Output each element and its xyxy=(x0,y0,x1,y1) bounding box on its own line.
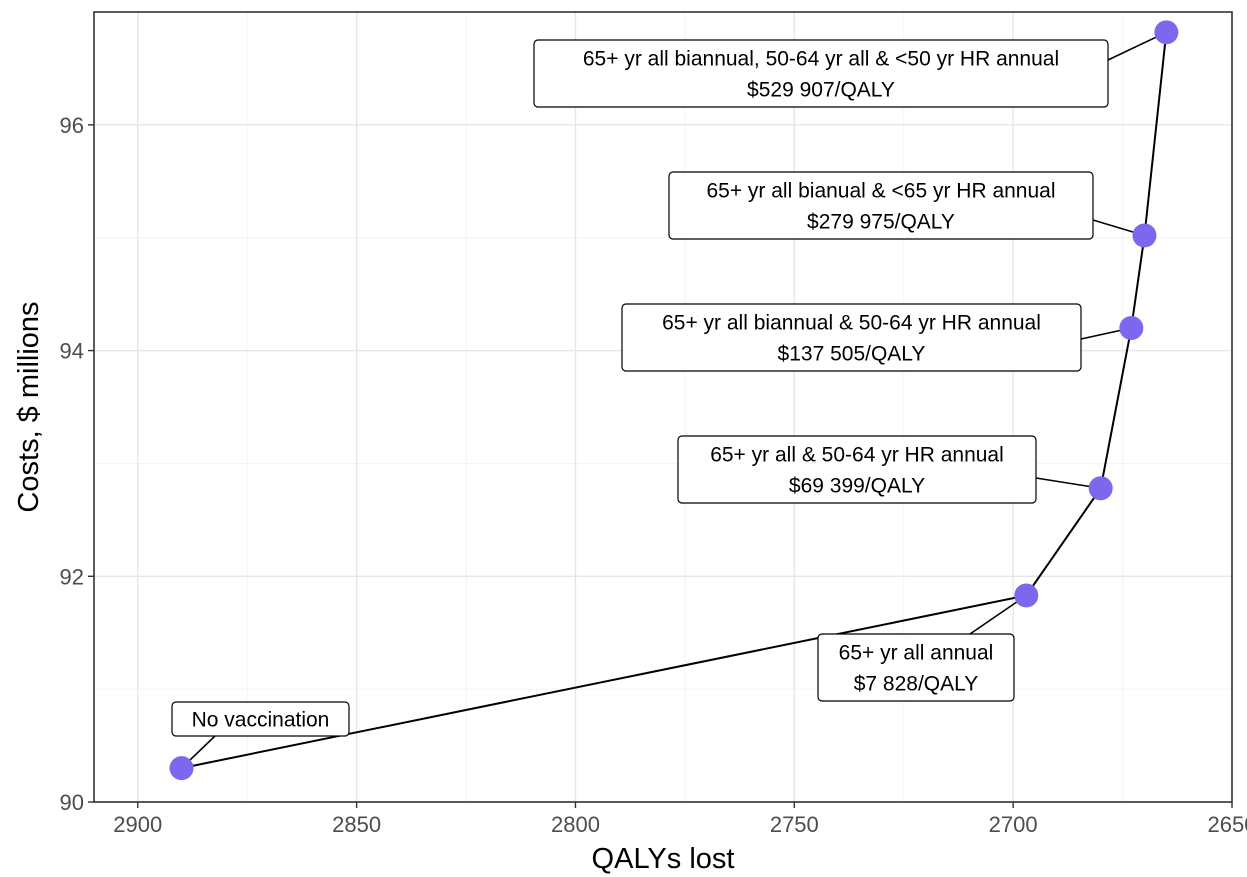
point-label: 65+ yr all biannual, 50-64 yr all & <50 … xyxy=(533,39,1109,108)
x-axis-title: QALYs lost xyxy=(592,843,735,875)
data-label: $529 907/QALY xyxy=(747,79,895,102)
label-box xyxy=(171,701,350,737)
label-box xyxy=(817,633,1015,702)
y-tick-label: 94 xyxy=(60,339,84,364)
point-label: 65+ yr all bianual & <65 yr HR annual $27… xyxy=(668,171,1094,240)
data-label: $137 505/QALY xyxy=(778,343,926,366)
data-point xyxy=(1088,476,1113,501)
label-box xyxy=(621,303,1082,372)
x-tick-label: 2700 xyxy=(989,812,1038,837)
label-box xyxy=(533,39,1109,108)
data-point xyxy=(1132,223,1157,248)
y-tick-label: 96 xyxy=(60,113,84,138)
data-label: 65+ yr all biannual & 50-64 yr HR annual xyxy=(662,312,1041,335)
data-points xyxy=(169,20,1179,781)
data-point xyxy=(1154,20,1179,45)
frontier-line xyxy=(181,32,1168,770)
y-tick-label: 90 xyxy=(60,790,84,815)
x-tick-label: 2900 xyxy=(113,812,162,837)
data-label: 65+ yr all bianual & <65 yr HR annual xyxy=(706,180,1055,203)
point-label: 65+ yr all biannual & 50-64 yr HR annual… xyxy=(621,303,1082,372)
y-axis-title: Costs, $ millions xyxy=(13,301,45,512)
point-label: No vaccination xyxy=(171,701,350,737)
plot-panel-border xyxy=(93,11,1233,803)
minor-gridlines xyxy=(94,12,1232,802)
efficiency-frontier xyxy=(181,32,1168,770)
data-point xyxy=(1119,316,1144,340)
data-label: 65+ yr all annual xyxy=(839,642,994,665)
y-axis: 90 92 94 96 xyxy=(60,113,94,815)
data-label: 65+ yr all biannual, 50-64 yr all & <50 … xyxy=(583,48,1059,71)
label-box xyxy=(677,435,1037,504)
major-gridlines xyxy=(94,12,1233,803)
point-label: 65+ yr all annual $7 828/QALY xyxy=(817,633,1015,702)
x-tick-label: 2800 xyxy=(551,812,600,837)
x-tick-label: 2750 xyxy=(770,812,819,837)
x-tick-label: 2850 xyxy=(332,812,381,837)
data-label: No vaccination xyxy=(192,709,330,732)
label-box xyxy=(668,171,1094,240)
data-label: $7 828/QALY xyxy=(854,673,979,696)
data-point xyxy=(1014,583,1039,608)
label-leader-lines xyxy=(180,31,1167,769)
data-point xyxy=(169,756,194,781)
x-tick-label: 2650 xyxy=(1208,812,1247,837)
data-label: $279 975/QALY xyxy=(807,211,955,234)
data-label: 65+ yr all & 50-64 yr HR annual xyxy=(710,444,1004,467)
data-label: $69 399/QALY xyxy=(789,475,925,498)
x-axis: 2900 2850 2800 2750 2700 2650 xyxy=(113,802,1247,837)
y-tick-label: 92 xyxy=(60,564,84,589)
point-labels: No vaccination 65+ yr all annual $7 828/QA… xyxy=(171,39,1109,737)
point-label: 65+ yr all & 50-64 yr HR annual $69 399/Q… xyxy=(677,435,1037,504)
